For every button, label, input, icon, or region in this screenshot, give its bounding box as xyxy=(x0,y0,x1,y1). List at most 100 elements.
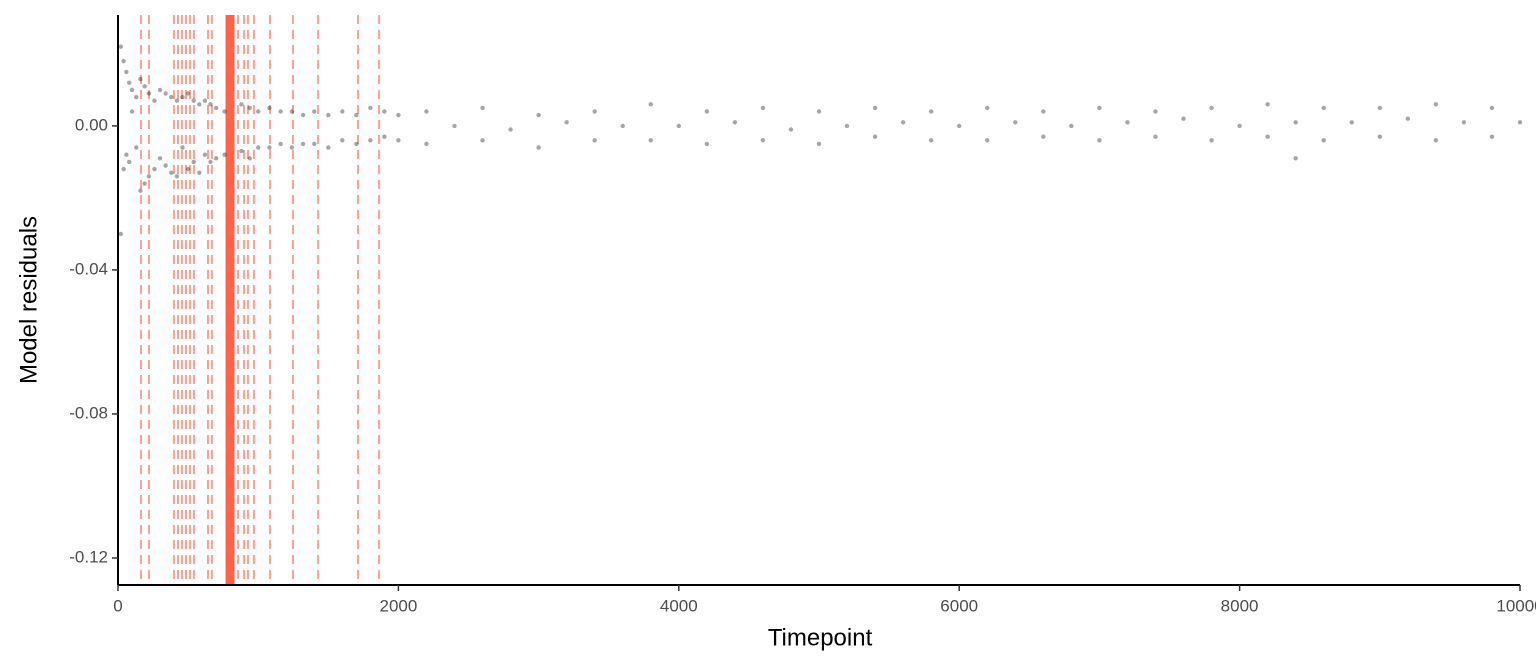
residual-point xyxy=(118,231,124,237)
residual-point xyxy=(1265,102,1270,107)
residual-point xyxy=(340,138,345,143)
residual-point xyxy=(760,138,766,143)
residual-point xyxy=(1321,105,1326,111)
y-tick-label: 0.00 xyxy=(75,115,108,134)
residual-point xyxy=(1321,138,1326,143)
residual-point xyxy=(1209,138,1214,143)
residual-point xyxy=(1349,120,1354,125)
residual-point xyxy=(704,109,710,114)
residual-point xyxy=(163,163,168,168)
residual-point xyxy=(1461,120,1467,125)
residual-point xyxy=(152,166,157,172)
residual-point xyxy=(278,109,283,114)
residual-point xyxy=(152,98,157,103)
residual-point xyxy=(396,138,401,143)
residual-point xyxy=(197,170,202,175)
residual-point xyxy=(480,138,485,143)
residual-point xyxy=(202,152,208,157)
residual-point xyxy=(127,159,132,165)
residual-point xyxy=(1041,109,1046,114)
residual-point xyxy=(368,138,373,143)
residual-point xyxy=(138,76,143,82)
residual-point xyxy=(396,112,401,118)
residual-point xyxy=(208,102,213,107)
x-tick-label: 4000 xyxy=(660,596,698,615)
residual-point xyxy=(872,105,878,111)
residual-point xyxy=(142,181,147,186)
residual-point xyxy=(124,69,129,75)
residual-point xyxy=(1293,120,1298,125)
residual-point xyxy=(312,141,317,147)
residual-point xyxy=(121,58,126,64)
x-tick-label: 8000 xyxy=(1221,596,1259,615)
residual-point xyxy=(382,109,387,114)
residual-point xyxy=(564,120,569,125)
residual-point xyxy=(480,105,485,111)
residual-point xyxy=(1377,134,1383,139)
residual-point xyxy=(382,134,387,139)
residual-point xyxy=(704,141,710,147)
residual-point xyxy=(1237,123,1242,129)
residual-point xyxy=(1433,138,1439,143)
y-tick-label: -0.04 xyxy=(69,259,108,278)
residual-point xyxy=(169,94,174,100)
residual-point xyxy=(191,98,196,103)
residual-point xyxy=(985,138,990,143)
residual-point xyxy=(312,109,317,114)
residual-point xyxy=(592,109,597,114)
residual-point xyxy=(134,94,139,100)
residual-point xyxy=(844,123,850,129)
residual-point xyxy=(213,156,219,161)
residual-point xyxy=(180,145,185,150)
residual-point xyxy=(174,174,180,179)
residual-point xyxy=(368,105,373,111)
x-tick-label: 6000 xyxy=(940,596,978,615)
residual-point xyxy=(289,109,295,114)
residual-point xyxy=(138,188,143,193)
residual-point xyxy=(191,159,196,165)
residual-point xyxy=(1265,134,1270,139)
residual-point xyxy=(256,145,261,150)
residual-point xyxy=(146,174,152,179)
residual-point xyxy=(146,91,152,96)
residual-point xyxy=(928,109,934,114)
residual-point xyxy=(127,80,132,85)
x-tick-label: 2000 xyxy=(379,596,417,615)
residual-point xyxy=(185,166,191,172)
residual-point xyxy=(289,145,295,150)
y-tick-label: -0.08 xyxy=(69,403,108,422)
residual-point xyxy=(536,112,541,118)
residual-point xyxy=(157,156,163,161)
residual-point xyxy=(247,105,252,111)
residual-point xyxy=(676,123,681,129)
residual-point xyxy=(1377,105,1383,111)
x-tick-label: 0 xyxy=(113,596,122,615)
residual-point xyxy=(1489,134,1495,139)
residual-point xyxy=(202,98,208,103)
residual-point xyxy=(424,109,429,114)
residual-point xyxy=(185,91,191,96)
residual-point xyxy=(169,170,174,175)
x-axis-title: Timepoint xyxy=(768,624,873,651)
residual-point xyxy=(142,84,147,89)
residual-point xyxy=(208,159,213,165)
residual-point xyxy=(788,127,794,132)
residual-point xyxy=(222,109,227,114)
residual-point xyxy=(928,138,934,143)
residual-point xyxy=(134,145,139,150)
residual-point xyxy=(247,156,252,161)
residual-point xyxy=(267,105,272,111)
residual-point xyxy=(985,105,990,111)
residual-point xyxy=(180,94,185,100)
residual-point xyxy=(816,141,822,147)
residual-point xyxy=(872,134,878,139)
residual-point xyxy=(121,166,126,172)
residual-point xyxy=(354,141,359,147)
residual-point xyxy=(1069,123,1074,129)
residual-point xyxy=(760,105,766,111)
residual-point xyxy=(1097,105,1102,111)
residual-point xyxy=(239,102,244,107)
x-tick-label: 10000 xyxy=(1496,596,1536,615)
residual-point xyxy=(300,141,306,147)
residual-point xyxy=(267,145,272,150)
